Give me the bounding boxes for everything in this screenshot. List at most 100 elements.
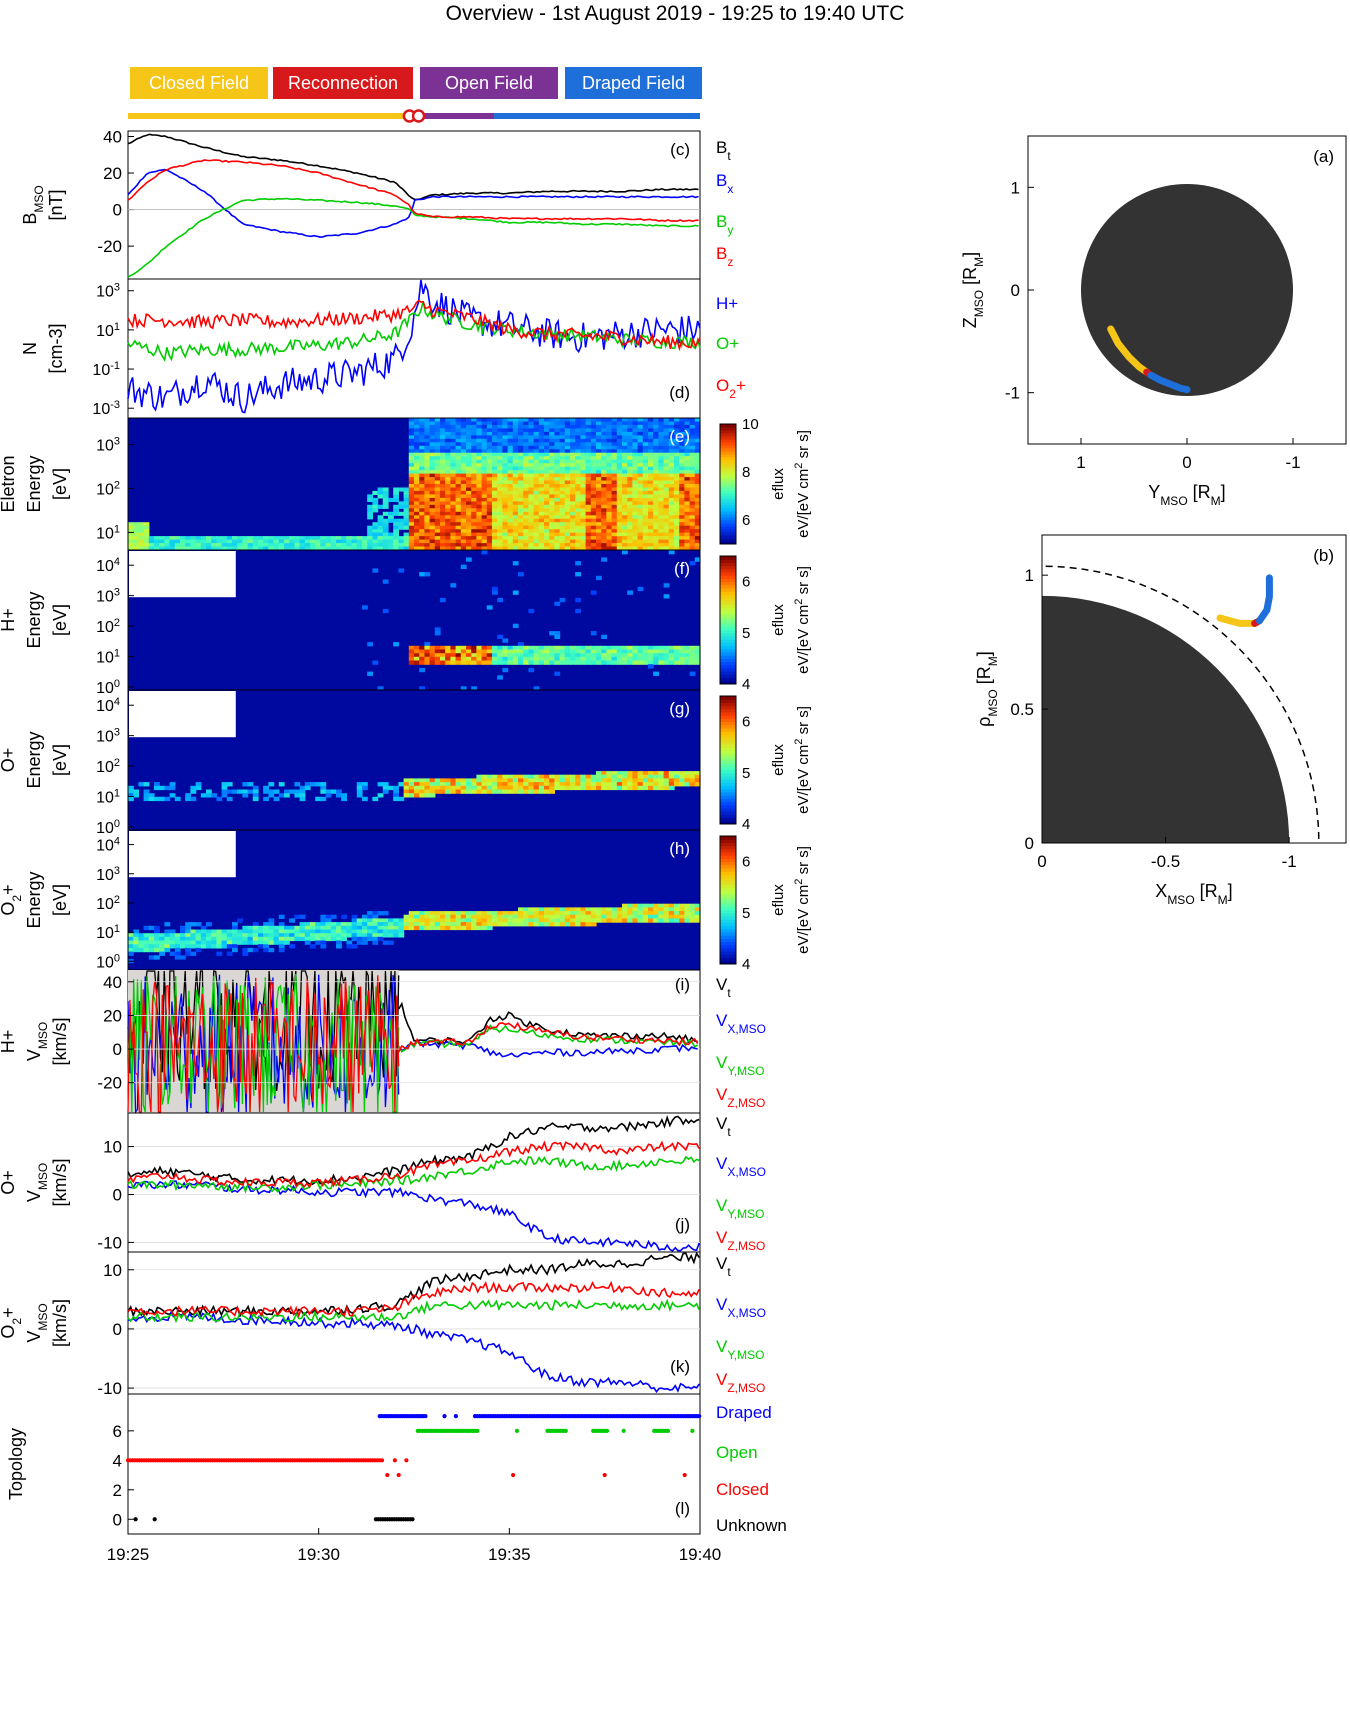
spectrogram-g-cell — [414, 782, 420, 787]
colorbar-f-step — [720, 623, 736, 627]
spectrogram-e-cell — [476, 508, 483, 513]
spectrogram-e-cell — [689, 480, 696, 485]
spectrogram-h-cell — [653, 914, 659, 919]
spectrogram-g-cell — [668, 782, 675, 787]
spectrogram-e-cell — [523, 543, 529, 548]
spectrogram-h-cell — [528, 911, 535, 916]
topology-Closed-sparse-point — [396, 1472, 401, 1478]
spectrogram-e-cell — [414, 421, 420, 426]
spectrogram-e-cell — [658, 525, 665, 530]
spectrogram-e-cell — [601, 532, 607, 537]
spectrogram-e-cell — [642, 490, 649, 495]
spectrogram-f-cell — [648, 653, 654, 658]
spectrogram-e-cell — [330, 546, 337, 551]
spectrogram-e-cell — [419, 546, 425, 551]
spectrogram-h-cell — [440, 911, 446, 916]
topology-Draped-points — [377, 1414, 702, 1419]
spectrogram-e-cell — [585, 504, 592, 509]
colorbar-e-tick-6: 6 — [742, 512, 750, 529]
spectrogram-e-cell — [590, 532, 597, 537]
spectrogram-e-cell — [570, 445, 576, 450]
spectrogram-f-cell — [450, 656, 457, 662]
spectrogram-e-cell — [564, 494, 571, 499]
spectrogram-e-cell — [570, 452, 576, 457]
spectrogram-e-cell — [518, 431, 524, 436]
spectrogram-e-cell — [429, 477, 436, 482]
spectrogram-h-cell — [289, 925, 295, 931]
spectrogram-h-cell — [658, 903, 665, 908]
spectrogram-e-cell — [471, 463, 477, 468]
spectrogram-e-cell — [694, 511, 701, 516]
spectrogram-e-cell — [408, 522, 415, 527]
spectrogram-g-cell — [648, 785, 654, 791]
spectrogram-e-cell — [632, 490, 639, 495]
spectrogram-e-cell — [512, 515, 519, 520]
spectrogram-e-cell — [648, 449, 654, 454]
spectrogram-e-cell — [575, 428, 581, 433]
spectrogram-e-cell — [455, 452, 462, 457]
spectrogram-e-cell — [466, 525, 472, 530]
spectrogram-e-cell — [570, 494, 576, 499]
colorbar-g-step — [720, 728, 736, 732]
spectrogram-e-cell — [486, 466, 493, 471]
legend-box-2 — [420, 67, 558, 99]
spectrogram-f-cell — [476, 656, 483, 662]
ytick-label-l-6: 6 — [113, 1422, 122, 1441]
spectrogram-e-cell — [403, 511, 410, 516]
spectrogram-h-cell — [258, 925, 264, 931]
spectrogram-e-cell — [570, 525, 576, 530]
spectrogram-h-cell — [268, 933, 275, 938]
spectrogram-h-cell — [330, 914, 337, 919]
spectrogram-g-cell — [544, 782, 550, 787]
spectrogram-h-cell — [408, 914, 415, 919]
spectrogram-h-cell — [185, 922, 191, 927]
spectrogram-e-cell — [393, 525, 399, 530]
spectrogram-f-cell — [497, 653, 503, 658]
spectrogram-e-cell — [434, 546, 441, 551]
spectrogram-f-cell — [549, 653, 555, 658]
spectrogram-e-cell — [632, 445, 639, 450]
colorbar-f-step — [720, 568, 736, 573]
spectrogram-e-cell — [606, 539, 613, 544]
spectrogram-e-cell — [507, 435, 514, 440]
spectrogram-e-cell — [320, 543, 327, 548]
spectrogram-e-cell — [689, 452, 696, 457]
spectrogram-f-cell — [460, 653, 467, 658]
spectrogram-e-cell — [684, 532, 691, 537]
spectrogram-f-cell — [549, 656, 555, 662]
spectrogram-e-cell — [507, 536, 514, 541]
spectrogram-e-cell — [533, 463, 540, 468]
spectrogram-e-cell — [471, 473, 477, 478]
spectrogram-e-cell — [585, 511, 592, 516]
colorbar-e-step — [720, 523, 736, 527]
spectrogram-g-cell — [533, 774, 540, 779]
spectrogram-e-cell — [408, 487, 415, 492]
spectrogram-h-cell — [159, 940, 165, 945]
spectrogram-g-cell — [476, 774, 483, 779]
reconnection-marker-1 — [411, 109, 426, 123]
spectrogram-e-cell — [518, 477, 524, 482]
spectrogram-h-cell — [211, 944, 217, 949]
spectrogram-f-cell — [408, 653, 415, 658]
spectrogram-e-cell — [450, 487, 457, 492]
ytick-label-e-2: 102 — [96, 479, 120, 498]
spectrogram-e-cell — [528, 504, 535, 509]
spectrogram-e-cell — [455, 532, 462, 537]
spectrogram-f-cell — [694, 645, 701, 651]
spectrogram-g-cell — [315, 796, 321, 802]
spectrogram-h-cell — [674, 903, 680, 908]
spectrogram-e-cell — [538, 418, 545, 423]
spectrogram-e-cell — [304, 543, 311, 548]
spectrogram-g-cell — [268, 782, 275, 787]
spectrogram-e-cell — [564, 490, 571, 495]
spectrogram-h-cell — [377, 933, 384, 938]
spectrogram-e-cell — [658, 477, 665, 482]
spectrogram-e-cell — [559, 515, 566, 520]
spectrogram-e-cell — [481, 546, 488, 551]
spectrogram-e-cell — [440, 466, 446, 471]
spectrogram-g-cell — [637, 778, 644, 783]
spectrogram-e-cell — [518, 522, 524, 527]
spectrogram-g-cell — [226, 782, 233, 787]
spectrogram-e-cell — [533, 424, 540, 429]
spectrogram-e-cell — [575, 543, 581, 548]
